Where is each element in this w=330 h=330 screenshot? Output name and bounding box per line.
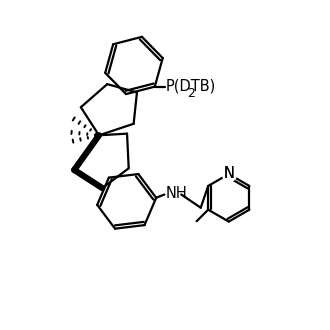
Text: P(DTB): P(DTB) — [166, 79, 216, 93]
Text: N: N — [223, 166, 234, 181]
Text: N: N — [223, 166, 234, 181]
Text: 2: 2 — [187, 87, 195, 100]
Text: NH: NH — [166, 186, 188, 201]
